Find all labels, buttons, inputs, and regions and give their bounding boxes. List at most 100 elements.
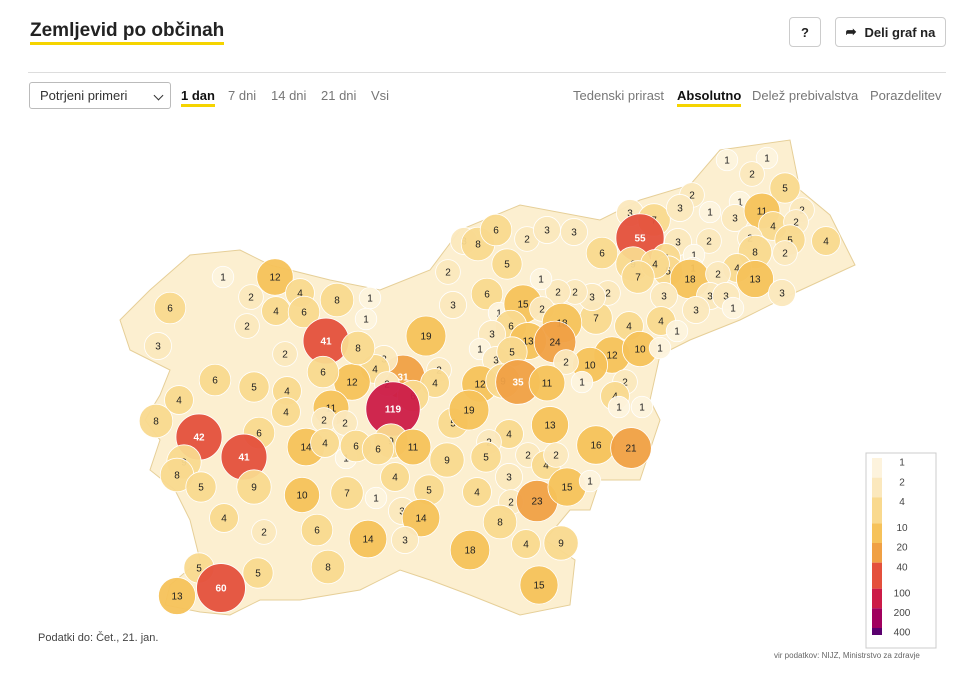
municipality-value: 4 xyxy=(626,322,632,333)
municipality-value: 6 xyxy=(493,226,499,237)
municipality-value: 15 xyxy=(561,483,573,494)
data-date: Podatki do: Čet., 21. jan. xyxy=(38,632,159,644)
municipality-value: 9 xyxy=(444,456,450,467)
period-tab[interactable]: 14 dni xyxy=(271,88,307,103)
municipality-value: 1 xyxy=(616,403,622,414)
municipality-value: 14 xyxy=(362,535,374,546)
municipality xyxy=(271,397,301,427)
municipality-value: 5 xyxy=(255,569,261,580)
municipality-value: 1 xyxy=(367,294,373,305)
municipality-value: 13 xyxy=(522,337,534,348)
municipality-value: 3 xyxy=(402,536,408,547)
municipality-value: 2 xyxy=(525,451,531,462)
municipality xyxy=(330,476,364,510)
municipality-value: 8 xyxy=(334,296,340,307)
municipality xyxy=(610,427,652,469)
municipality-value: 4 xyxy=(283,408,289,419)
municipality xyxy=(435,259,461,285)
municipality-value: 5 xyxy=(787,236,793,247)
municipality-value: 1 xyxy=(730,304,736,315)
municipality xyxy=(209,503,239,533)
municipality-value: 6 xyxy=(375,445,381,456)
municipality-value: 24 xyxy=(549,338,561,349)
help-button[interactable]: ? xyxy=(789,17,821,47)
municipality xyxy=(648,336,672,360)
municipality xyxy=(211,265,235,289)
municipality-value: 11 xyxy=(542,379,553,390)
data-source: vir podatkov: NIJZ, Ministrstvo za zdrav… xyxy=(774,651,920,660)
metric-tab[interactable]: Delež prebivalstva xyxy=(752,88,859,103)
municipality-value: 9 xyxy=(558,539,564,550)
municipality xyxy=(361,432,395,466)
legend-label: 10 xyxy=(896,523,908,534)
legend-swatch xyxy=(872,543,882,563)
municipality-value: 3 xyxy=(779,289,785,300)
municipality-value: 8 xyxy=(752,248,758,259)
municipality-value: 8 xyxy=(475,240,481,251)
municipality-value: 1 xyxy=(737,198,743,209)
municipality xyxy=(287,295,321,329)
municipality xyxy=(739,161,765,187)
municipality-value: 4 xyxy=(506,430,512,441)
legend-swatch xyxy=(872,477,882,498)
municipality-value: 13 xyxy=(544,421,556,432)
municipality-value: 4 xyxy=(543,461,549,472)
municipality-value: 3 xyxy=(627,209,633,220)
legend-label: 1 xyxy=(899,458,905,469)
municipality-value: 1 xyxy=(587,477,593,488)
municipality xyxy=(238,284,264,310)
municipality-value: 4 xyxy=(474,488,480,499)
municipality-value: 13 xyxy=(171,592,183,603)
dataset-select[interactable]: Potrjeni primeri xyxy=(29,82,171,109)
municipality-value: 14 xyxy=(300,443,312,454)
municipality-value: 4 xyxy=(297,289,303,300)
municipality-value: 11 xyxy=(326,404,337,415)
municipality-value: 5 xyxy=(198,483,204,494)
municipality xyxy=(234,313,260,339)
municipality-value: 15 xyxy=(517,300,529,311)
municipality-value: 6 xyxy=(484,290,490,301)
municipality-value: 16 xyxy=(590,441,602,452)
metric-tab[interactable]: Porazdelitev xyxy=(870,88,942,103)
metric-tab[interactable]: Tedenski prirast xyxy=(573,88,665,103)
municipality xyxy=(439,291,467,319)
period-tab[interactable]: 1 dan xyxy=(181,88,215,107)
municipality-value: 19 xyxy=(463,406,475,417)
period-tab[interactable]: 21 dni xyxy=(321,88,357,103)
share-button[interactable]: ➦ Deli graf na xyxy=(835,17,946,47)
municipality xyxy=(482,504,518,540)
period-tab[interactable]: Vsi xyxy=(371,88,390,103)
municipality-value: 4 xyxy=(770,222,776,233)
legend-swatch xyxy=(872,628,882,635)
municipality-value: 2 xyxy=(689,191,695,202)
legend-swatch xyxy=(872,588,882,609)
municipality-value: 1 xyxy=(343,454,349,465)
municipality xyxy=(185,471,217,503)
municipality-value: 1 xyxy=(363,315,369,326)
municipality xyxy=(470,441,502,473)
municipality-value: 41 xyxy=(238,453,250,464)
municipality-value: 3 xyxy=(155,342,161,353)
municipality-value: 6 xyxy=(508,322,514,333)
municipality xyxy=(666,194,694,222)
municipality-value: 5 xyxy=(782,184,788,195)
legend-swatch xyxy=(872,562,882,589)
municipality-value: 10 xyxy=(584,361,596,372)
municipality xyxy=(391,526,419,554)
municipality-value: 5 xyxy=(196,564,202,575)
municipality xyxy=(462,477,492,507)
municipality-value: 3 xyxy=(544,226,550,237)
municipality-value: 2 xyxy=(553,451,559,462)
municipality xyxy=(772,240,798,266)
period-tab[interactable]: 7 dni xyxy=(228,88,257,103)
municipality-value: 4 xyxy=(176,396,182,407)
municipality xyxy=(519,565,559,605)
metric-tab[interactable]: Absolutno xyxy=(677,88,742,107)
municipality xyxy=(511,529,541,559)
municipality-value: 1 xyxy=(657,344,663,355)
municipality-value: 5 xyxy=(251,383,257,394)
municipality-value: 9 xyxy=(251,483,257,494)
municipality-value: 1 xyxy=(538,275,544,286)
municipality-value: 3 xyxy=(693,306,699,317)
municipality xyxy=(340,330,376,366)
